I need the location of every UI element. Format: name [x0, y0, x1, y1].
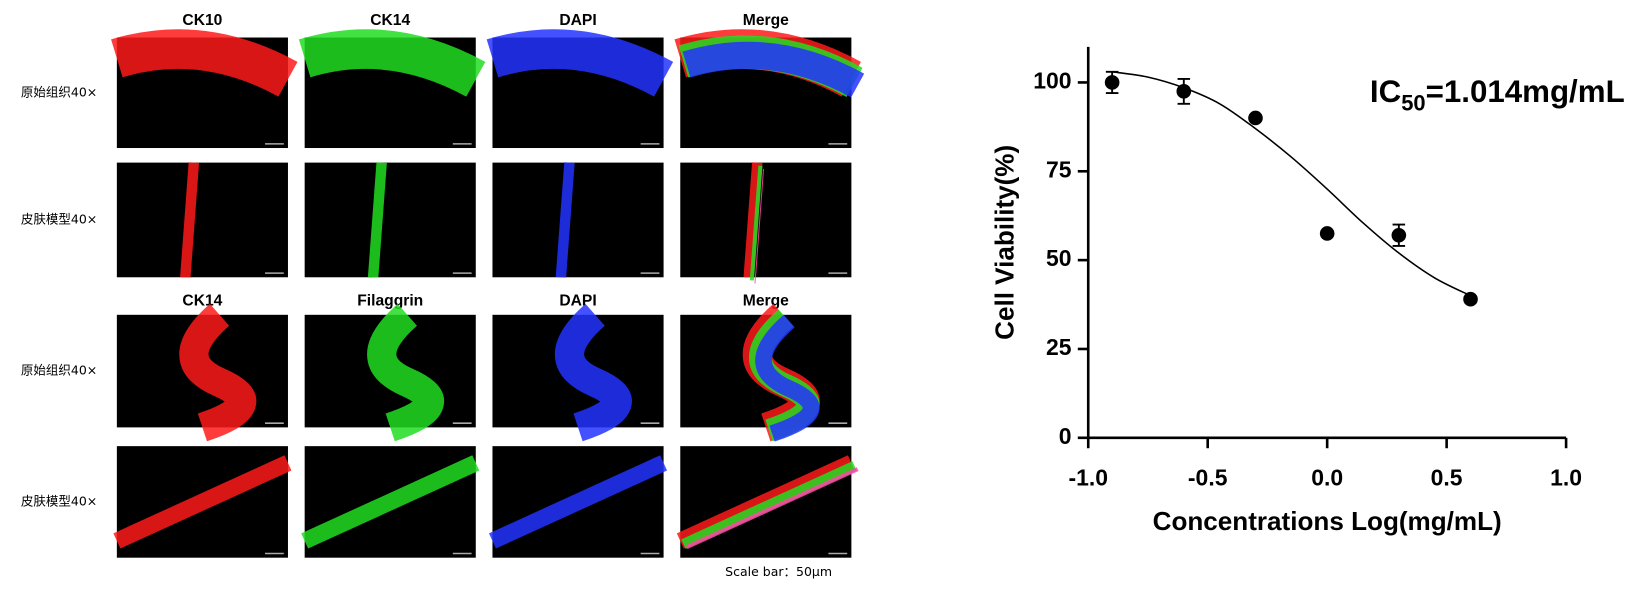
stain: [749, 165, 763, 281]
stain: [754, 168, 765, 284]
y-tick-label: 100: [1033, 68, 1071, 94]
row-label: 原始组织40×: [21, 84, 97, 99]
stain: [755, 314, 820, 442]
annotation-part: IC: [1370, 74, 1401, 109]
stain: [367, 162, 387, 278]
y-tick-label: 75: [1046, 156, 1072, 182]
row-label: 皮肤模型40×: [21, 211, 97, 226]
x-tick-label: -1.0: [1068, 465, 1108, 491]
column-header: CK14: [182, 292, 222, 309]
data-point: [1319, 226, 1335, 241]
x-tick-label: 1.0: [1550, 465, 1582, 491]
y-tick-label: 50: [1046, 245, 1072, 271]
micro-image: [116, 162, 288, 278]
stain: [682, 41, 865, 98]
column-header: Filaggrin: [357, 292, 423, 309]
fit-curve: [1112, 71, 1471, 297]
data-point: [1104, 75, 1120, 90]
column-header: DAPI: [559, 12, 596, 29]
column-header: CK14: [370, 12, 410, 29]
annotation: IC50=1.014mg/mL: [1370, 74, 1625, 115]
annotation-part: =1.014mg/mL: [1426, 74, 1625, 109]
stain: [555, 162, 575, 278]
stain: [113, 455, 292, 549]
x-tick-label: 0.5: [1431, 465, 1463, 491]
row-label: 皮肤模型40×: [21, 493, 97, 508]
x-tick-label: 0.0: [1311, 465, 1343, 491]
stain: [489, 455, 668, 549]
stain: [486, 29, 674, 97]
stain: [301, 455, 480, 549]
scale-bar-label: Scale bar：50μm: [725, 564, 832, 579]
y-axis-label: Cell Viability(%): [990, 145, 1020, 340]
column-header: Merge: [743, 12, 789, 29]
stain: [681, 461, 857, 549]
y-tick-label: 0: [1059, 423, 1072, 449]
column-header: DAPI: [559, 292, 596, 309]
microscopy-grid: CK10 CK14 CK14 Filaggrin DAPI DAPI Merge Merge 原…: [21, 12, 865, 579]
column-header: Merge: [743, 292, 789, 309]
stain: [743, 162, 763, 278]
column-header: CK10: [182, 12, 222, 29]
chart: 0 25 50 75 100 -1.0 -0.5 0.0 0.5 1.0 Concentration…: [990, 46, 1625, 536]
row-label: 原始组织40×: [21, 363, 97, 378]
annotation-part: 50: [1401, 91, 1425, 116]
data-point: [1391, 227, 1407, 243]
data-point: [1248, 110, 1263, 126]
x-tick-label: -0.5: [1188, 465, 1228, 491]
stain: [179, 303, 256, 442]
micro-image: [492, 162, 664, 278]
stain: [298, 29, 486, 97]
stain: [180, 162, 200, 278]
stain: [555, 303, 632, 442]
y-tick-label: 25: [1046, 334, 1072, 360]
data-point: [1176, 84, 1192, 99]
stain: [685, 467, 859, 550]
stain: [367, 303, 444, 442]
micro-image: [304, 162, 476, 278]
x-axis-label: Concentrations Log(mg/mL): [1153, 506, 1502, 536]
data-point: [1463, 291, 1478, 307]
stain: [111, 29, 298, 97]
micro-image: [680, 162, 852, 278]
